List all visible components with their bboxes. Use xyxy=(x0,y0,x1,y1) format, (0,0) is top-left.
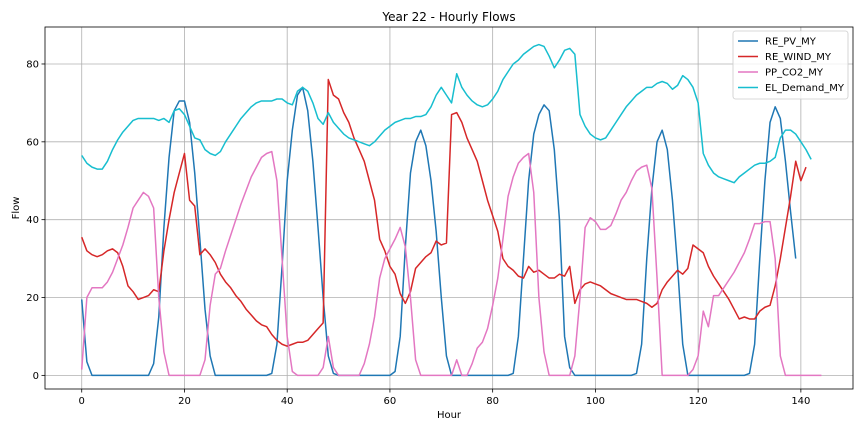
legend-box xyxy=(732,30,849,100)
y-tick-label: 20 xyxy=(26,293,39,304)
x-tick-label: 20 xyxy=(178,396,191,407)
y-tick-label: 0 xyxy=(33,371,39,382)
x-tick-label: 120 xyxy=(689,396,708,407)
legend-label-re-wind-my: RE_WIND_MY xyxy=(765,52,832,63)
x-axis-label: Hour xyxy=(437,410,462,421)
x-tick-label: 140 xyxy=(791,396,810,407)
series-line-re-wind-my xyxy=(81,78,807,347)
y-axis-label: Flow xyxy=(11,197,22,220)
y-tick-label: 40 xyxy=(26,215,39,226)
series-line-re-pv-my xyxy=(80,86,797,377)
y-tick-label: 60 xyxy=(26,137,39,148)
x-tick-label: 80 xyxy=(486,396,499,407)
series-layer xyxy=(80,43,822,377)
axis-ticks: 0 20 40 60 80 100 120 140 0 20 40 60 80 xyxy=(26,59,810,407)
legend-label-re-pv-my: RE_PV_MY xyxy=(765,37,817,48)
x-tick-label: 60 xyxy=(384,396,397,407)
legend-label-pp-co2-my: PP_CO2_MY xyxy=(765,68,824,79)
y-tick-label: 80 xyxy=(26,59,39,70)
grid-lines xyxy=(45,27,853,389)
series-line-el-demand-my xyxy=(81,43,812,184)
x-tick-label: 0 xyxy=(79,396,85,407)
legend: RE_PV_MY RE_WIND_MY PP_CO2_MY EL_Demand_MY xyxy=(732,30,849,100)
legend-label-el-demand-my: EL_Demand_MY xyxy=(765,83,845,94)
series-line-pp-co2-my xyxy=(80,150,822,377)
x-tick-label: 100 xyxy=(586,396,605,407)
plot-frame xyxy=(44,26,854,390)
chart-title: Year 22 - Hourly Flows xyxy=(381,10,515,24)
x-tick-label: 40 xyxy=(281,396,294,407)
